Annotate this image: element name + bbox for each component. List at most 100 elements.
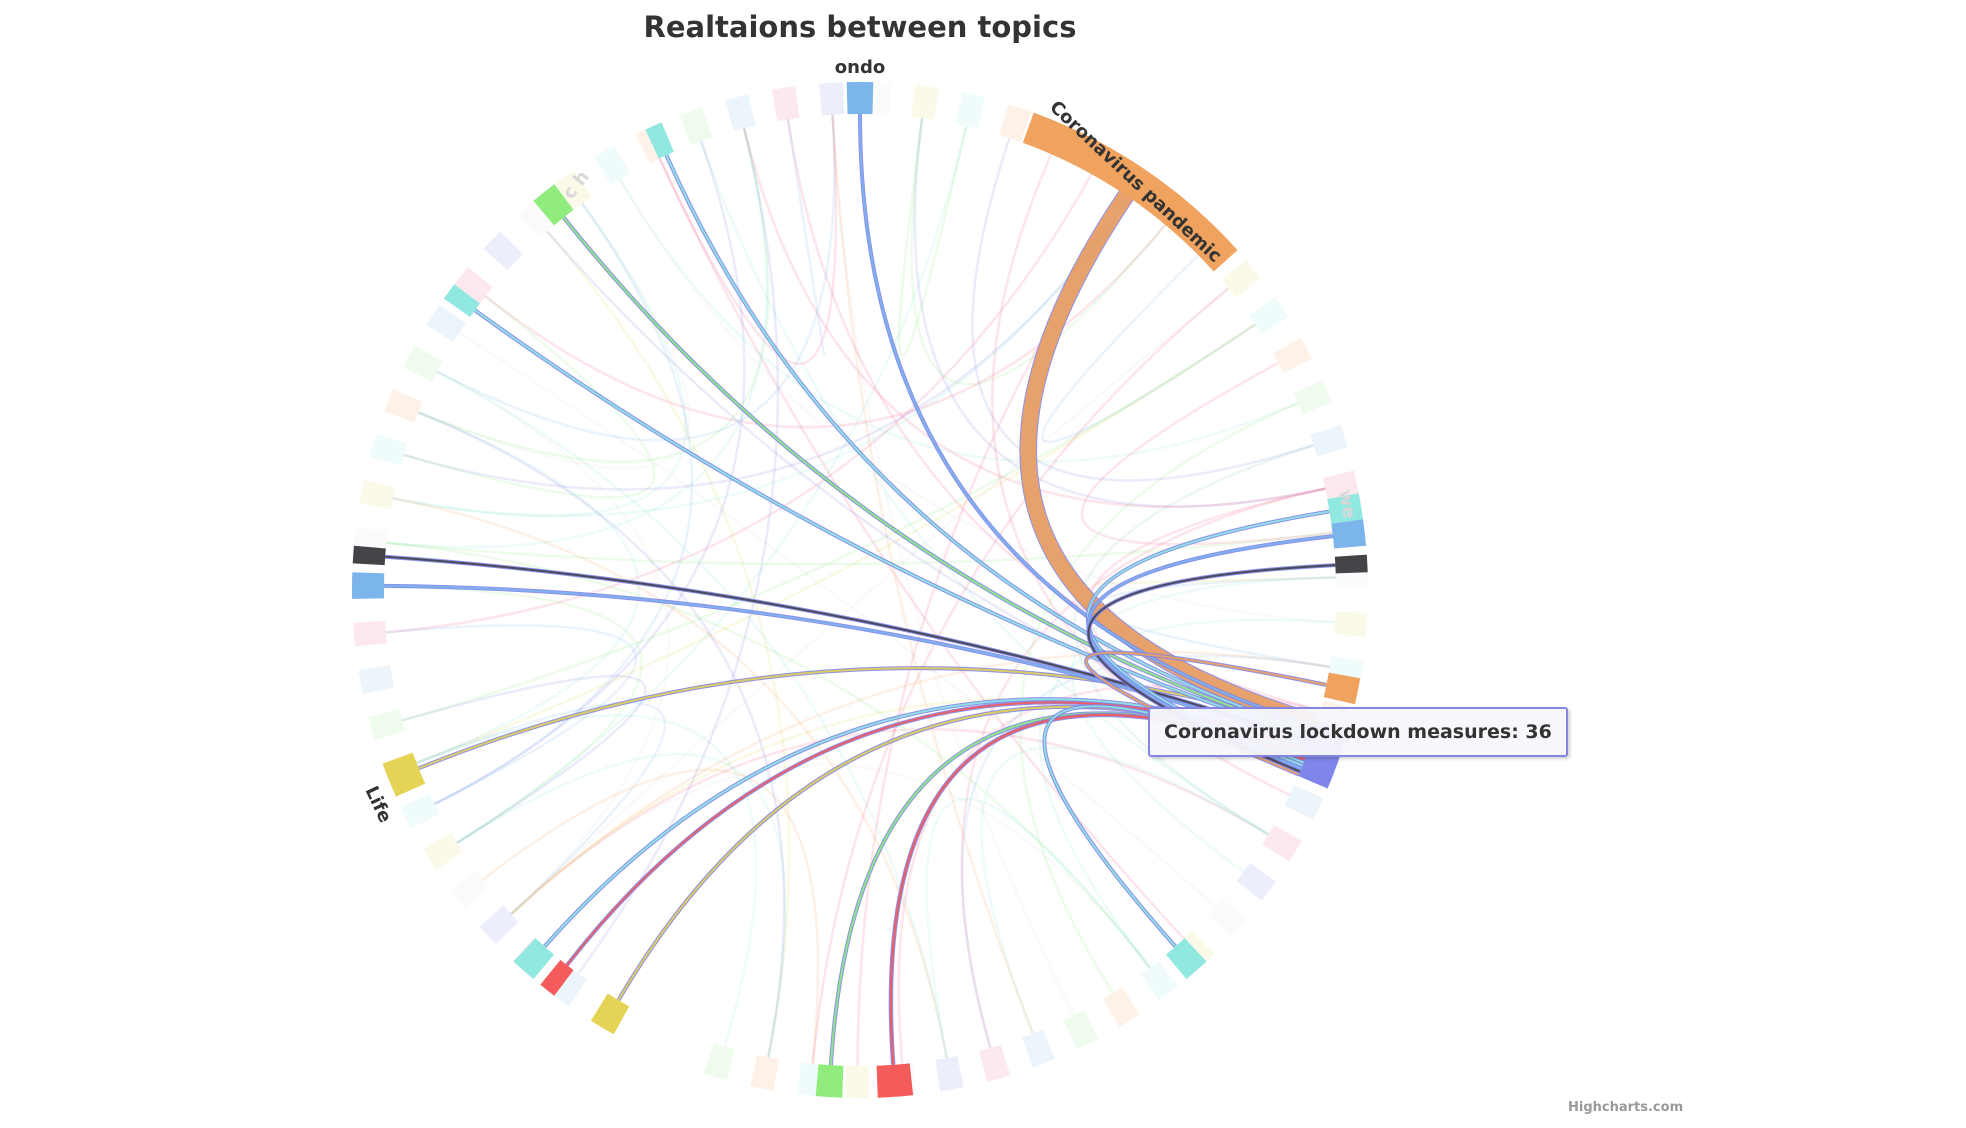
credits-link[interactable]: Highcharts.com (1568, 1100, 1684, 1115)
background-node (725, 94, 756, 132)
node-label: Coronavirus pandemic (1045, 97, 1225, 267)
background-node (359, 480, 396, 509)
highlighted-node (352, 545, 386, 566)
background-link (416, 411, 640, 765)
background-node (819, 82, 845, 116)
background-link (484, 224, 1167, 429)
background-link (811, 287, 1230, 1064)
background-node (1322, 470, 1359, 500)
highlighted-node (876, 1063, 914, 1098)
background-link (510, 287, 1230, 915)
background-link (392, 497, 948, 1059)
highlighted-node (1165, 938, 1207, 980)
background-node (935, 1055, 964, 1092)
background-node (1140, 960, 1179, 1001)
highlighted-link (1020, 191, 1320, 731)
background-node (979, 1044, 1011, 1082)
background-node (1207, 898, 1247, 938)
background-link (960, 487, 1326, 1049)
background-link (1073, 444, 1314, 836)
background-link (1038, 618, 1335, 969)
tooltip: Coronavirus lockdown measures: 36 (1148, 707, 1568, 757)
highlighted-link-outline (888, 712, 1306, 1065)
background-link (481, 768, 820, 1064)
highlighted-node (513, 938, 555, 980)
background-node (453, 266, 493, 305)
background-link (456, 125, 968, 845)
background-link (1073, 444, 1314, 836)
highlighted-link-outline (562, 216, 1314, 738)
highlighted-link (418, 667, 1316, 770)
background-link (1019, 402, 1299, 994)
highlighted-node (352, 572, 385, 599)
background-link (897, 117, 968, 358)
background-node (679, 107, 713, 146)
highlighted-nodes (352, 82, 1368, 1098)
background-node (703, 1042, 736, 1081)
highlighted-node (815, 1064, 844, 1098)
highlighted-node (1327, 493, 1364, 524)
background-link (1096, 576, 1336, 586)
background-link (417, 411, 786, 1058)
background-node (1293, 380, 1332, 415)
background-node (1273, 337, 1313, 374)
background-link (392, 202, 687, 518)
background-node (483, 231, 523, 271)
background-node (358, 665, 395, 694)
background-node (479, 905, 519, 945)
background-node (955, 92, 986, 129)
highlighted-node (1022, 112, 1238, 272)
highlighted-node (1323, 672, 1361, 705)
background-link (434, 202, 694, 805)
background-node (423, 833, 463, 870)
highlighted-node (1334, 554, 1368, 574)
background-link (618, 178, 1335, 624)
highlighted-node (533, 184, 574, 226)
background-link (385, 624, 638, 805)
highlighted-node (382, 752, 426, 797)
background-link (456, 752, 787, 1058)
background-node (1221, 259, 1261, 298)
background-node (750, 1054, 779, 1091)
background-link (546, 230, 791, 1058)
highlighted-node (846, 82, 874, 115)
background-link (742, 128, 1326, 509)
background-link (458, 331, 1217, 908)
background-node (1103, 987, 1140, 1027)
highlighted-node (443, 284, 480, 317)
background-link (980, 746, 1270, 1034)
background-link (658, 157, 1185, 940)
background-link (403, 197, 1131, 491)
background-node (1236, 863, 1277, 901)
background-link (436, 370, 671, 915)
background-node (368, 709, 406, 741)
background-link (699, 140, 1270, 836)
background-link (416, 323, 1256, 765)
highlighted-link (889, 713, 1306, 1065)
chart-title: Realtaions between topics (643, 10, 1077, 44)
highlighted-link (385, 555, 1312, 743)
background-link (786, 119, 826, 356)
node-label: ondo (835, 57, 885, 78)
background-link (658, 114, 838, 365)
highlighted-link (665, 154, 1315, 733)
background-node (1333, 611, 1368, 637)
background-link (1080, 361, 1333, 546)
background-link (386, 531, 1333, 566)
background-node (593, 145, 630, 185)
background-link (510, 650, 1330, 915)
background-link (386, 128, 769, 549)
background-node (1262, 825, 1302, 862)
background-node (403, 346, 443, 382)
background-node (844, 1065, 869, 1098)
highlighted-link (384, 584, 1311, 746)
background-node (549, 966, 587, 1007)
background-node (400, 793, 440, 829)
background-link (401, 323, 1256, 722)
background-node (426, 305, 466, 342)
background-link (910, 117, 1167, 386)
background-link (960, 654, 1330, 1049)
background-node (1248, 297, 1289, 335)
